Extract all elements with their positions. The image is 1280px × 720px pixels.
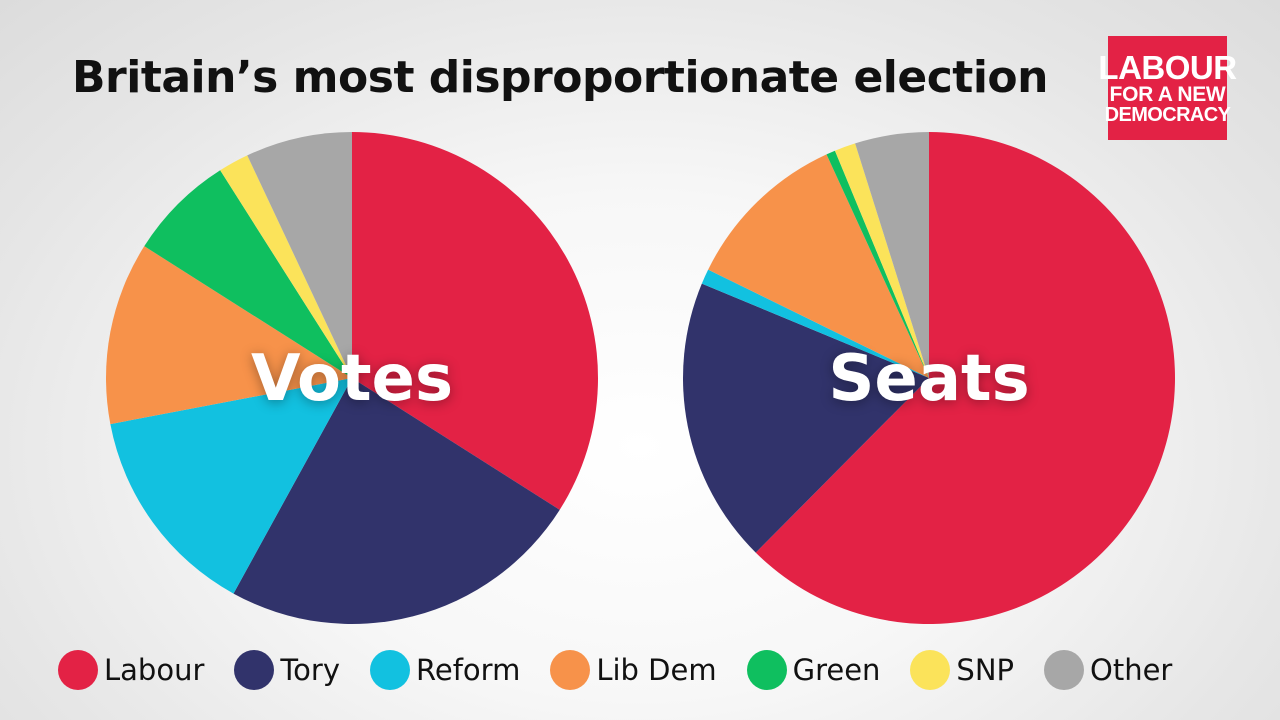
seats-slice-other (855, 132, 929, 378)
seats-slice-labour (755, 132, 1175, 624)
votes-slice-snp (220, 155, 352, 378)
seats-slice-tory (683, 283, 929, 553)
votes-slice-green (144, 170, 352, 378)
legend-swatch-other (1044, 650, 1085, 690)
seats-slice-green (826, 150, 929, 378)
legend-item-tory: Tory (234, 650, 340, 690)
legend-item-other: Other (1044, 650, 1172, 690)
legend-item-labour: Labour (58, 650, 204, 690)
legend-swatch-green (746, 650, 787, 690)
legend-swatch-lib-dem (550, 650, 591, 690)
logo-line-1: LABOUR (1098, 49, 1237, 86)
votes-slice-reform (110, 378, 353, 594)
logo-line-3: DEMOCRACY (1104, 104, 1231, 126)
votes-slice-tory (233, 378, 560, 624)
legend-item-snp: SNP (910, 650, 1014, 690)
legend-swatch-reform (370, 650, 411, 690)
legend-label-reform: Reform (416, 653, 521, 687)
legend-label-lib-dem: Lib Dem (596, 653, 717, 687)
legend-swatch-labour (58, 650, 98, 690)
votes-label: Votes (251, 342, 453, 416)
seats-label: Seats (828, 342, 1029, 416)
legend-label-labour: Labour (104, 653, 205, 687)
logo-line-2: FOR A NEW (1109, 83, 1226, 106)
legend-item-reform: Reform (370, 650, 520, 690)
seats-slice-snp (834, 143, 929, 378)
labour-for-a-new-democracy-logo: LABOUR FOR A NEW DEMOCRACY (1098, 36, 1237, 140)
legend: Labour Tory Reform Lib Dem Green SNP Oth… (58, 648, 1238, 692)
seats-pie (683, 132, 1175, 624)
votes-slice-labour (352, 132, 598, 510)
votes-pie (106, 132, 598, 624)
legend-swatch-snp (910, 650, 951, 690)
legend-label-snp: SNP (956, 653, 1015, 687)
legend-item-green: Green (746, 650, 881, 690)
legend-swatch-tory (234, 650, 275, 690)
legend-label-tory: Tory (280, 653, 341, 687)
legend-label-green: Green (792, 653, 881, 687)
votes-slice-lib-dem (106, 246, 352, 425)
chart-title: Britain’s most disproportionate election (72, 52, 1048, 103)
legend-item-lib-dem: Lib Dem (550, 650, 717, 690)
votes-slice-other (247, 132, 352, 378)
seats-slice-reform (701, 269, 929, 378)
seats-slice-lib-dem (708, 154, 929, 378)
legend-label-other: Other (1090, 653, 1173, 687)
